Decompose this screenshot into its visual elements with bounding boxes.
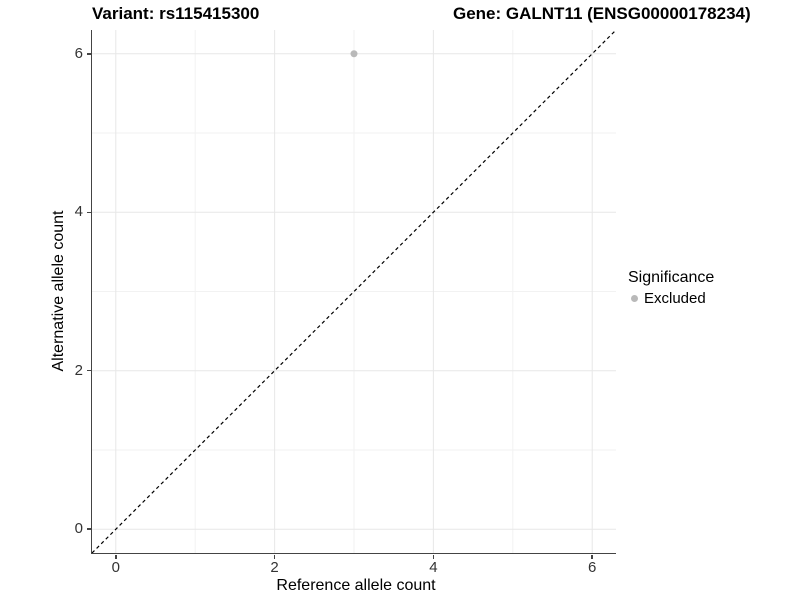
y-axis-title: Alternative allele count xyxy=(50,210,67,372)
x-tick-mark xyxy=(432,554,435,559)
legend: Significance Excluded xyxy=(628,269,714,307)
legend-title: Significance xyxy=(628,269,715,286)
y-tick-label: 4 xyxy=(74,203,83,221)
x-tick-label: 0 xyxy=(111,559,120,576)
x-tick-label: 4 xyxy=(429,559,438,576)
x-axis-title: Reference allele count xyxy=(276,577,436,594)
y-tick-label: 0 xyxy=(74,520,83,538)
y-tick-mark xyxy=(87,211,91,213)
y-tick-mark xyxy=(87,53,91,55)
x-tick-mark xyxy=(273,554,276,559)
legend-item-label: Excluded xyxy=(644,290,706,307)
y-tick-label: 6 xyxy=(74,44,83,62)
legend-item-excluded: Excluded xyxy=(628,290,714,307)
legend-key-dot-icon xyxy=(631,295,638,302)
plot-panel xyxy=(91,30,616,554)
plot-title-gene: Gene: GALNT11 (ENSG00000178234) xyxy=(453,4,751,23)
plot-area-svg xyxy=(92,30,616,553)
x-tick-mark xyxy=(591,554,593,559)
plot-title-variant: Variant: rs115415300 xyxy=(92,4,260,23)
data-point xyxy=(350,50,358,58)
x-tick-label: 6 xyxy=(588,559,597,576)
y-tick-mark xyxy=(87,528,91,530)
x-tick-label: 2 xyxy=(270,559,279,576)
x-tick-mark xyxy=(115,554,117,559)
y-tick-label: 2 xyxy=(74,361,83,379)
y-tick-mark xyxy=(87,369,91,372)
